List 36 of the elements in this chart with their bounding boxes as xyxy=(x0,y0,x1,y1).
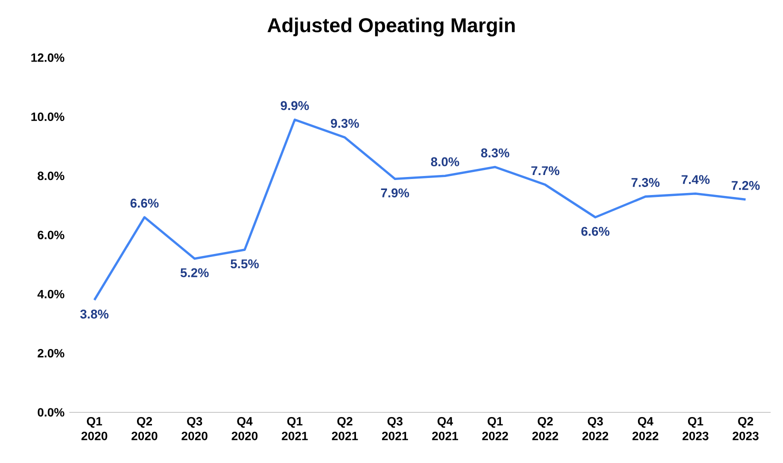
y-tick-label: 6.0% xyxy=(38,230,64,240)
x-tick-label: Q3 2022 xyxy=(582,417,608,440)
data-label: 7.9% xyxy=(381,188,410,198)
data-label: 7.2% xyxy=(732,180,760,190)
data-label: 6.6% xyxy=(581,226,610,236)
x-tick-label: Q1 2021 xyxy=(282,417,308,440)
x-tick-label: Q1 2020 xyxy=(81,417,108,440)
y-tick-label: 4.0% xyxy=(37,290,64,298)
y-tick-label: 0.0% xyxy=(38,408,64,417)
data-label: 3.8% xyxy=(80,310,108,319)
data-label: 9.9% xyxy=(280,101,309,110)
x-tick-label: Q1 2022 xyxy=(482,417,508,440)
y-tick-label: 12.0% xyxy=(31,53,64,62)
data-label: 7.3% xyxy=(632,178,660,187)
chart-title: Adjusted Opeating Margin xyxy=(268,18,515,36)
data-label: 7.4% xyxy=(682,175,710,184)
data-label: 5.2% xyxy=(180,268,209,278)
data-label: 8.3% xyxy=(481,148,510,158)
x-tick-label: Q3 2020 xyxy=(182,417,208,440)
x-tick-label: Q2 2021 xyxy=(332,417,358,440)
x-tick-label: Q4 2022 xyxy=(632,417,658,440)
data-label: 5.5% xyxy=(230,259,259,268)
data-label: 6.6% xyxy=(130,198,159,208)
y-tick-label: 2.0% xyxy=(38,348,64,358)
x-tick-label: Q2 2023 xyxy=(732,417,759,440)
y-tick-label: 8.0% xyxy=(38,172,64,180)
data-label: 9.3% xyxy=(330,118,359,128)
x-tick-label: Q2 2022 xyxy=(532,417,558,440)
data-label: 8.0% xyxy=(431,157,460,166)
x-tick-label: Q1 2023 xyxy=(682,417,708,440)
x-tick-label: Q3 2021 xyxy=(382,417,408,440)
x-tick-label: Q4 2020 xyxy=(232,417,258,440)
data-label: 7.7% xyxy=(531,166,560,176)
x-tick-label: Q2 2020 xyxy=(132,417,158,440)
y-tick-label: 10.0% xyxy=(31,112,64,122)
x-tick-label: Q4 2021 xyxy=(432,417,458,440)
